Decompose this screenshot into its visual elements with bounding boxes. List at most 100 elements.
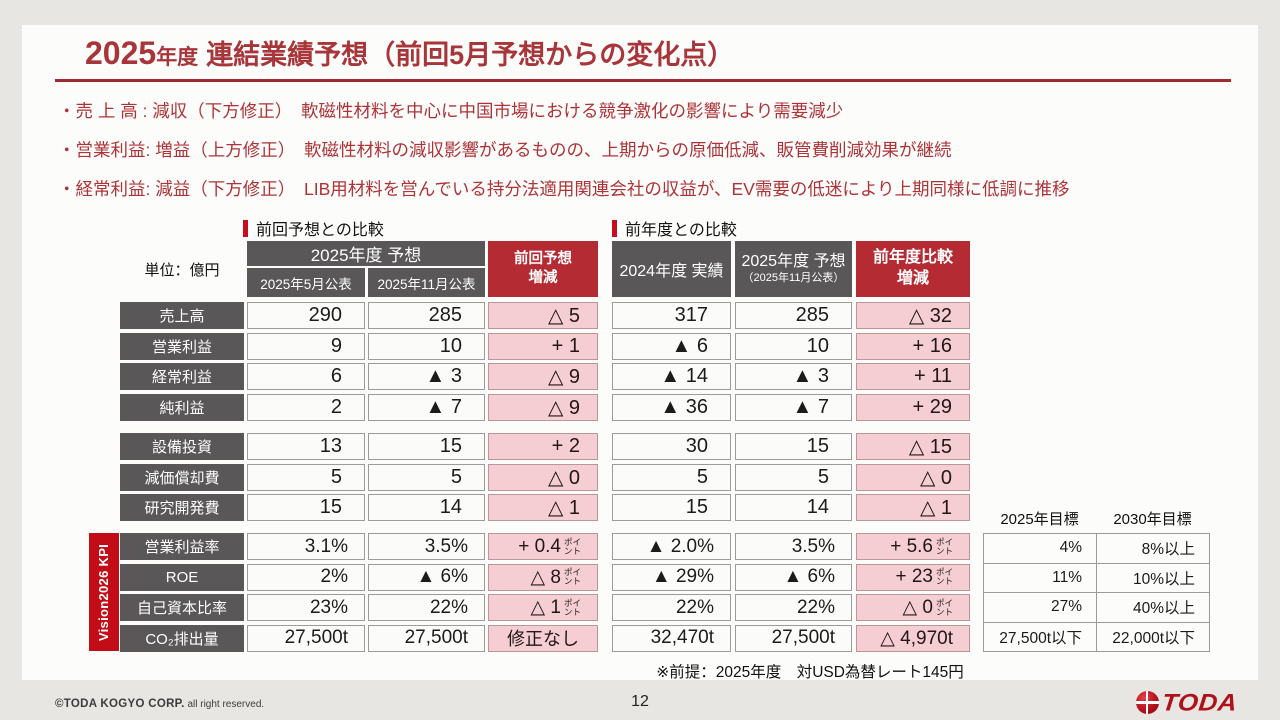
header-yoy-change: 前年度比較 増減 — [856, 241, 970, 297]
cell-roe-nov: ▲ 6% — [368, 563, 485, 591]
row-label-operating-profit: 営業利益 — [120, 332, 244, 360]
section-marker-icon — [243, 219, 248, 237]
change-unit-points: ポイント — [936, 536, 954, 556]
header-forecast-change: 前回予想 増減 — [488, 241, 598, 297]
bullet-sales: ・売 上 高 : 減収（下方修正） 軟磁性材料を中心に中国市場における競争激化の… — [58, 101, 844, 121]
header-yoy-change-line2: 増減 — [896, 270, 929, 287]
cell-net-fy25: ▲ 7 — [735, 393, 852, 421]
cell-rnd-may: 15 — [247, 494, 365, 521]
row-label-co2: CO₂排出量 — [120, 624, 244, 652]
cell-equity-change: △ 1 ポイント — [488, 594, 598, 621]
goal-2025-header: 2025年目標 — [1000, 511, 1079, 528]
cell-equity-may: 23% — [247, 594, 365, 621]
left-table-investment-rows: 設備投資 13 15 + 2 減価償却費 5 5 △ 0 研究開発費 15 14… — [120, 433, 598, 521]
cell-capex-change: + 2 — [488, 433, 598, 460]
right-table-investment-rows: 30 15 △ 15 5 5 △ 0 15 14 △ 1 — [612, 433, 970, 521]
cell-ord-may: 6 — [247, 363, 365, 390]
goal-margin-2025: 4% — [984, 534, 1097, 564]
change-value: + 5.6 — [890, 535, 933, 557]
cell-rnd-fy24: 15 — [612, 494, 731, 521]
bullet-operating-profit: ・営業利益: 増益（上方修正） 軟磁性材料の減収影響があるものの、上期からの原価… — [58, 140, 952, 160]
page-number: 12 — [631, 693, 649, 710]
cell-co2-fy25: 27,500t — [735, 624, 852, 652]
cell-ord-fy25: ▲ 3 — [735, 363, 852, 390]
change-value: △ 0 — [902, 597, 933, 618]
cell-ord-fy24: ▲ 14 — [612, 363, 731, 390]
cell-equity-fy25: 22% — [735, 594, 852, 621]
change-unit-points: ポイント — [564, 597, 582, 617]
goals-header: 2025年目標 2030年目標 — [983, 508, 1209, 529]
left-table-kpi-rows: 営業利益率 3.1% 3.5% + 0.4 ポイント ROE 2% ▲ 6% △… — [120, 533, 598, 652]
section-marker-icon — [612, 219, 617, 237]
section-label-text: 前年度との比較 — [625, 222, 737, 239]
cell-roe-yoy: + 23 ポイント — [856, 563, 970, 591]
cell-dep-nov: 5 — [368, 463, 485, 491]
header-may-announced: 2025年5月公表 — [247, 268, 365, 297]
change-value: △ 8 — [530, 566, 561, 588]
cell-capex-fy24: 30 — [612, 433, 731, 460]
change-value: △ 1 — [530, 597, 561, 618]
page-title: 2025年度 連結業績予想（前回5月予想からの変化点） — [85, 33, 734, 72]
header-forecast-change-line1: 前回予想 — [514, 251, 572, 268]
cell-co2-may: 27,500t — [247, 624, 365, 652]
cell-net-fy24: ▲ 36 — [612, 393, 731, 421]
row-label-sales: 売上高 — [120, 302, 244, 329]
cell-rnd-change: △ 1 — [488, 494, 598, 521]
goal-roe-2030: 10%以上 — [1097, 563, 1210, 593]
cell-capex-may: 13 — [247, 433, 365, 460]
cell-dep-yoy: △ 0 — [856, 463, 970, 491]
cell-sales-nov: 285 — [368, 302, 485, 329]
row-label-rnd: 研究開発費 — [120, 494, 244, 521]
cell-net-nov: ▲ 7 — [368, 393, 485, 421]
copyright-rights: all right reserved. — [187, 699, 265, 710]
cell-margin-fy25: 3.5% — [735, 533, 852, 560]
cell-sales-fy24: 317 — [612, 302, 731, 329]
goals-table: 4% 8%以上 11% 10%以上 27% 40%以上 27,500t以下 22… — [983, 533, 1210, 652]
goal-roe-2025: 11% — [984, 563, 1097, 593]
section-prior-year-comparison: 前年度との比較 — [612, 216, 737, 240]
row-label-roe: ROE — [120, 563, 244, 591]
change-unit-points: ポイント — [564, 536, 582, 556]
title-year: 2025 — [85, 35, 157, 71]
change-unit-points: ポイント — [936, 597, 954, 617]
cell-margin-may: 3.1% — [247, 533, 365, 560]
cell-roe-may: 2% — [247, 563, 365, 591]
cell-rnd-fy25: 14 — [735, 494, 852, 521]
exchange-rate-footnote: ※前提：2025年度 対USD為替レート145円 — [656, 664, 964, 681]
cell-ord-nov: ▲ 3 — [368, 363, 485, 390]
unit-label: 単位：億円 — [144, 261, 220, 279]
toda-logo: TODA — [1136, 687, 1239, 718]
copyright-text: ©TODA KOGYO CORP. all right reserved. — [55, 698, 264, 710]
change-value: + 23 — [895, 566, 933, 587]
cell-equity-nov: 22% — [368, 594, 485, 621]
cell-rnd-yoy: △ 1 — [856, 494, 970, 521]
cell-ord-change: △ 9 — [488, 363, 598, 390]
title-main: 連結業績予想（前回5月予想からの変化点） — [206, 40, 735, 70]
header-fy2024-actual: 2024年度 実績 — [612, 241, 731, 297]
cell-sales-fy25: 285 — [735, 302, 852, 329]
title-era: 年度 — [156, 46, 199, 69]
cell-net-may: 2 — [247, 393, 365, 421]
cell-ord-yoy: + 11 — [856, 363, 970, 390]
cell-capex-fy25: 15 — [735, 433, 852, 460]
cell-capex-yoy: △ 15 — [856, 433, 970, 460]
cell-op-may: 9 — [247, 332, 365, 360]
left-table-header: 単位：億円 2025年度 予想 2025年5月公表 2025年11月公表 前回予… — [120, 241, 598, 297]
cell-margin-yoy: + 5.6 ポイント — [856, 533, 970, 560]
cell-rnd-nov: 14 — [368, 494, 485, 521]
cell-co2-nov: 27,500t — [368, 624, 485, 652]
cell-op-fy24: ▲ 6 — [612, 332, 731, 360]
right-table-pl-rows: 317 285 △ 32 ▲ 6 10 + 16 ▲ 14 ▲ 3 + 11 ▲… — [612, 302, 970, 421]
change-unit-points: ポイント — [564, 567, 582, 586]
bullet-ordinary-profit: ・経常利益: 減益（下方修正） LIB用材料を営んでいる持分法適用関連会社の収益… — [58, 179, 1070, 199]
cell-op-yoy: + 16 — [856, 332, 970, 360]
summary-bullets: ・売 上 高 : 減収（下方修正） 軟磁性材料を中心に中国市場における競争激化の… — [58, 92, 1070, 209]
header-fy2025-forecast: 2025年度 予想 — [247, 241, 485, 266]
section-label-text: 前回予想との比較 — [256, 222, 384, 239]
row-label-operating-margin: 営業利益率 — [120, 533, 244, 560]
cell-equity-yoy: △ 0 ポイント — [856, 594, 970, 621]
header-fy2025-forecast-nov: 2025年度 予想 （2025年11月公表） — [735, 241, 852, 297]
vision2026-kpi-label: Vision2026 KPI — [96, 543, 112, 641]
header-yoy-change-line1: 前年度比較 — [872, 249, 953, 267]
goal-equity-2025: 27% — [984, 593, 1097, 623]
